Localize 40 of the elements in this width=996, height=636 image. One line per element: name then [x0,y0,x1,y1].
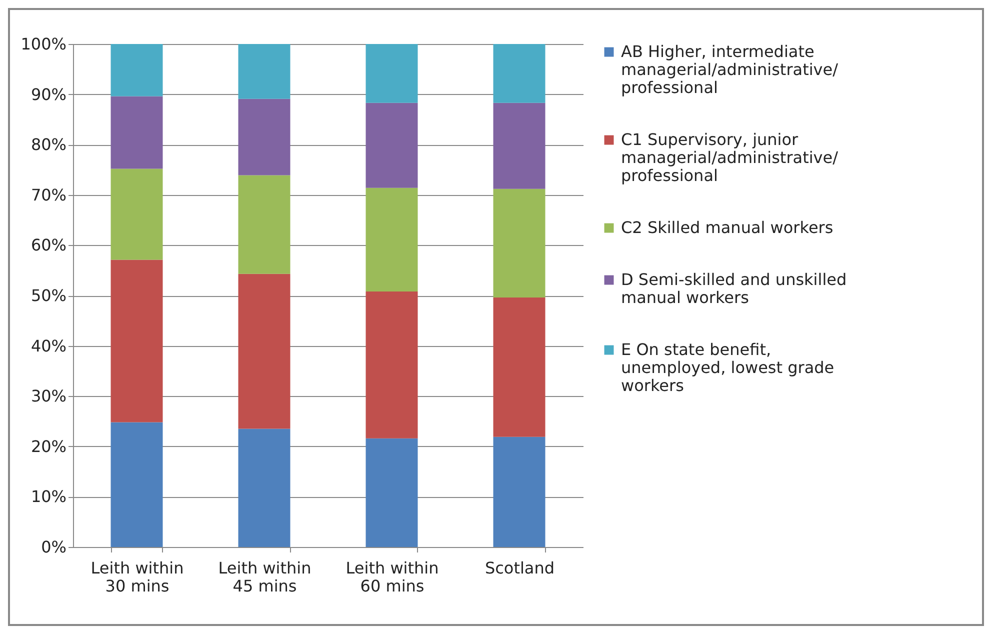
bar [493,44,546,103]
legend-label: E On state benefit, unemployed, lowest grade workers [621,340,834,395]
x-tick-label: Scotland [484,558,555,578]
y-tick-label: 90% [30,84,66,104]
bar [493,188,546,298]
bar [366,438,418,547]
bar [238,428,290,547]
y-tick-label: 10% [30,487,66,506]
legend-label: C2 Skilled manual workers [621,218,834,237]
y-tick-label: 100% [20,34,66,54]
y-tick-label: 40% [30,336,66,356]
bar [493,436,546,547]
bar [366,44,418,103]
x-tick-label: Leith within 45 mins [218,558,312,596]
bar [238,44,290,99]
legend-label: D Semi-skilled and unskilled manual workers [621,270,847,307]
legend-label: C1 Supervisory, junior managerial/administrative/ professional [621,130,839,185]
y-tick-label: 70% [30,185,66,204]
bar [238,175,290,274]
x-tick-label: Leith within 60 mins [346,558,439,596]
bar [110,260,163,422]
bar [366,291,418,438]
x-tick-label: Leith within 30 mins [90,558,184,596]
bar [238,98,290,176]
bar [110,168,163,260]
bar [493,102,546,189]
y-tick-label: 50% [30,286,66,305]
y-tick-label: 60% [30,236,66,255]
bar [110,44,163,96]
y-tick-label: 80% [30,135,66,154]
bar [110,422,163,547]
bar [366,102,418,188]
bar [110,96,163,169]
bar [366,188,418,292]
legend-label: AB Higher, intermediate managerial/administrative/ professional [621,42,839,97]
y-tick-label: 30% [30,386,66,406]
bar [238,274,290,429]
bar [493,298,546,437]
y-tick-label: 0% [41,538,66,556]
y-tick-label: 20% [30,436,66,456]
